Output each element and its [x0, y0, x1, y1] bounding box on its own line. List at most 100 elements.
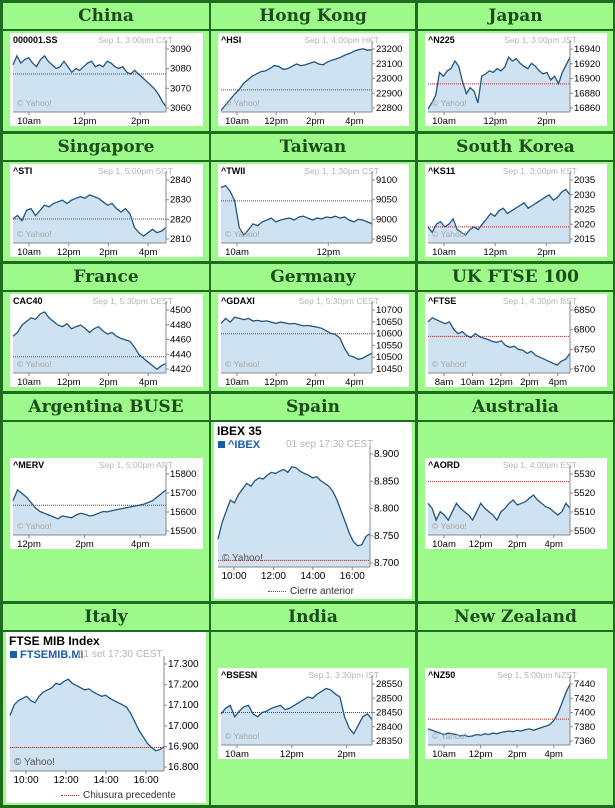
- market-title[interactable]: Germany: [211, 264, 415, 292]
- stock-chart[interactable]: ^TWII Sep 1, 1:30pm CST 9100 9050 9000 8950 10…: [218, 164, 409, 257]
- y-tick-label: 22800: [376, 103, 402, 114]
- ticker-text: ^IBEX: [228, 439, 261, 451]
- market-cell: China 000001.SS Sep 1, 3:00pm CST 3090 3080 3…: [3, 3, 209, 131]
- yahoo-watermark: © Yahoo!: [222, 553, 263, 564]
- y-tick-label: 2035: [574, 175, 595, 186]
- prev-close-legend: Cierre anterior: [268, 586, 354, 597]
- price-area: [13, 311, 166, 373]
- timestamp: 01 sep 17:30 CEST: [286, 439, 374, 450]
- x-tick-label: 4pm: [544, 749, 563, 759]
- market-cell: Spain IBEX 35 ^IBEX 01 sep 17:30 CEST Cierre…: [211, 394, 415, 601]
- y-tick-label: 17.000: [168, 721, 199, 732]
- x-tick-label: 12pm: [280, 749, 304, 759]
- ticker-symbol[interactable]: ^N225: [428, 35, 455, 45]
- market-title[interactable]: Japan: [418, 3, 613, 31]
- stock-chart[interactable]: ^BSESN Sep 1, 3:30pm IST 28550 28500 28450 28…: [218, 668, 409, 759]
- ticker-symbol[interactable]: ^TWII: [221, 166, 246, 176]
- y-tick-label: 10450: [376, 364, 402, 375]
- market-title[interactable]: China: [3, 3, 209, 31]
- y-tick-label: 8.800: [374, 504, 399, 515]
- ticker-symbol[interactable]: ^AORD: [428, 460, 460, 470]
- y-tick-label: 7380: [574, 722, 595, 733]
- price-line: [427, 188, 571, 236]
- x-tick-label: 12pm: [264, 377, 288, 387]
- ticker-symbol[interactable]: ^KS11: [428, 166, 456, 176]
- y-tick-label: 28500: [376, 693, 402, 704]
- ticker-symbol[interactable]: CAC40: [13, 296, 43, 306]
- y-tick-label: 4500: [170, 305, 191, 316]
- x-tick-label: 12pm: [483, 247, 507, 257]
- x-tick-label: 2pm: [306, 116, 325, 126]
- stock-chart[interactable]: ^STI Sep 1, 5:00pm SGT 2840 2830 2820 2810 10a…: [10, 164, 203, 257]
- y-tick-label: 10550: [376, 340, 402, 351]
- ticker-symbol[interactable]: 000001.SS: [13, 35, 58, 45]
- market-title[interactable]: India: [211, 604, 415, 632]
- market-title[interactable]: France: [3, 264, 209, 292]
- market-title[interactable]: Spain: [211, 394, 415, 422]
- y-tick-label: 8.900: [374, 449, 399, 460]
- ticker-symbol[interactable]: ^IBEX: [218, 439, 260, 451]
- market-title[interactable]: Hong Kong: [211, 3, 415, 31]
- market-title[interactable]: Australia: [418, 394, 613, 422]
- y-tick-label: 2025: [574, 205, 595, 216]
- x-tick-label: 14:00: [93, 775, 118, 786]
- ticker-symbol[interactable]: ^GDAXI: [221, 296, 255, 306]
- market-title[interactable]: UK FTSE 100: [418, 264, 613, 292]
- ticker-symbol[interactable]: ^HSI: [221, 35, 242, 45]
- x-tick-label: 10am: [225, 749, 249, 759]
- market-title[interactable]: Italy: [3, 604, 209, 632]
- x-tick-label: 2pm: [508, 749, 527, 759]
- chart-canvas: 7440 7420 7400 7380 7360 10am 12pm 2pm 4pm © Yaho…: [427, 676, 595, 759]
- market-title[interactable]: South Korea: [418, 134, 613, 162]
- y-tick-label: 16880: [574, 88, 600, 99]
- market-title[interactable]: Taiwan: [211, 134, 415, 162]
- price-line: [217, 465, 371, 547]
- timestamp: Sep 1, 5:30pm CEST: [298, 296, 379, 306]
- chart-canvas: 8.900 8.850 8.800 8.750 8.700 10:00 12:00 14:00…: [217, 446, 399, 582]
- x-tick-label: 10am: [225, 116, 249, 126]
- chart-canvas: 4500 4480 4460 4440 4420 10am 12pm 2pm 4pm © Yaho…: [12, 302, 191, 387]
- ticker-symbol[interactable]: ^FTSE: [428, 296, 457, 306]
- y-tick-label: 2830: [170, 195, 191, 206]
- ticker-symbol[interactable]: ^STI: [13, 166, 33, 176]
- x-tick-label: 2pm: [337, 749, 356, 759]
- stock-chart[interactable]: ^N225 Sep 1, 3:00pm JST 16940 16920 16900 168…: [425, 33, 607, 126]
- x-tick-label: 12pm: [73, 116, 97, 126]
- yahoo-watermark: © Yahoo!: [225, 731, 260, 741]
- y-tick-label: 3070: [170, 83, 191, 94]
- market-title[interactable]: Singapore: [3, 134, 209, 162]
- stock-chart[interactable]: CAC40 Sep 1, 5:30pm CEST 4500 4480 4460 4440 4…: [10, 294, 203, 387]
- prev-close-legend: Chiusura precedente: [61, 790, 176, 801]
- market-title[interactable]: Argentina BUSE: [3, 394, 209, 422]
- stock-chart[interactable]: 000001.SS Sep 1, 3:00pm CST 3090 3080 3070 30…: [10, 33, 203, 126]
- y-tick-label: 8950: [376, 234, 397, 245]
- y-tick-label: 3090: [170, 44, 191, 55]
- yahoo-watermark: © Yahoo!: [432, 98, 467, 108]
- stock-chart[interactable]: ^MERV Sep 1, 5:00pm ART 15800 15700 15600 155…: [10, 458, 203, 549]
- stock-chart[interactable]: ^KS11 Sep 1, 3:00pm KST 2035 2030 2025 2020 20…: [425, 164, 607, 257]
- stock-chart[interactable]: ^AORD Sep 1, 4:00pm EST 5530 5520 5510 5500 10…: [425, 458, 607, 549]
- ticker-symbol[interactable]: ^NZ50: [428, 670, 456, 680]
- stock-chart[interactable]: FTSE MIB Index FTSEMIB.MI 01 set 17:30 CES…: [6, 632, 206, 803]
- stock-chart[interactable]: ^FTSE Sep 1, 4:30pm BST 6850 6800 6750 6700 8a…: [425, 294, 607, 387]
- ticker-symbol[interactable]: FTSEMIB.MI: [10, 649, 84, 661]
- x-tick-label: 10am: [432, 116, 456, 126]
- ticker-symbol[interactable]: ^MERV: [13, 460, 45, 470]
- ticker-symbol[interactable]: ^BSESN: [221, 670, 258, 680]
- yahoo-watermark: © Yahoo!: [432, 359, 467, 369]
- yahoo-watermark: © Yahoo!: [17, 359, 52, 369]
- market-title[interactable]: New Zealand: [418, 604, 613, 632]
- y-tick-label: 5520: [574, 488, 595, 499]
- x-tick-label: 2pm: [537, 116, 556, 126]
- market-cell: India ^BSESN Sep 1, 3:30pm IST 28550 28500 28…: [211, 604, 415, 805]
- y-tick-label: 10600: [376, 329, 402, 340]
- price-area: [221, 48, 372, 112]
- stock-chart[interactable]: ^HSI Sep 1, 4:00pm HKT 23200 23100 23000 2290…: [218, 33, 409, 126]
- stock-chart[interactable]: IBEX 35 ^IBEX 01 sep 17:30 CEST Cierre ante…: [214, 422, 412, 599]
- timestamp: Sep 1, 4:00pm EST: [502, 460, 577, 470]
- market-cell: Germany ^GDAXI Sep 1, 5:30pm CEST 10700 1065…: [211, 264, 415, 391]
- stock-chart[interactable]: ^GDAXI Sep 1, 5:30pm CEST 10700 10650 10600 1…: [218, 294, 409, 387]
- stock-chart[interactable]: ^NZ50 Sep 1, 5:00pm NZST 7440 7420 7400 7380 7…: [425, 668, 607, 759]
- series-swatch: [10, 651, 17, 658]
- x-tick-label: 12pm: [483, 116, 507, 126]
